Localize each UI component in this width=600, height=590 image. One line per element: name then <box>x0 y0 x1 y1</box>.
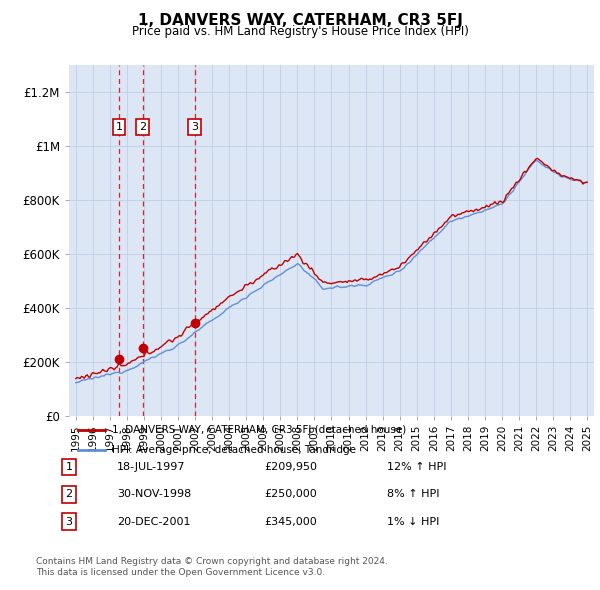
Text: £345,000: £345,000 <box>264 517 317 526</box>
Text: 1: 1 <box>65 463 73 472</box>
Text: £209,950: £209,950 <box>264 463 317 472</box>
Text: 18-JUL-1997: 18-JUL-1997 <box>117 463 185 472</box>
Text: 20-DEC-2001: 20-DEC-2001 <box>117 517 191 526</box>
Text: 2: 2 <box>139 122 146 132</box>
Text: Contains HM Land Registry data © Crown copyright and database right 2024.: Contains HM Land Registry data © Crown c… <box>36 558 388 566</box>
Text: 1% ↓ HPI: 1% ↓ HPI <box>387 517 439 526</box>
Text: 1: 1 <box>116 122 122 132</box>
Text: Price paid vs. HM Land Registry's House Price Index (HPI): Price paid vs. HM Land Registry's House … <box>131 25 469 38</box>
Text: HPI: Average price, detached house, Tandridge: HPI: Average price, detached house, Tand… <box>112 445 356 455</box>
Text: 1, DANVERS WAY, CATERHAM, CR3 5FJ (detached house): 1, DANVERS WAY, CATERHAM, CR3 5FJ (detac… <box>112 425 407 435</box>
Text: 8% ↑ HPI: 8% ↑ HPI <box>387 490 439 499</box>
Text: 1, DANVERS WAY, CATERHAM, CR3 5FJ: 1, DANVERS WAY, CATERHAM, CR3 5FJ <box>137 13 463 28</box>
Text: 2: 2 <box>65 490 73 499</box>
Text: This data is licensed under the Open Government Licence v3.0.: This data is licensed under the Open Gov… <box>36 568 325 577</box>
Text: 12% ↑ HPI: 12% ↑ HPI <box>387 463 446 472</box>
Text: £250,000: £250,000 <box>264 490 317 499</box>
Text: 3: 3 <box>65 517 73 526</box>
Text: 3: 3 <box>191 122 198 132</box>
Text: 30-NOV-1998: 30-NOV-1998 <box>117 490 191 499</box>
